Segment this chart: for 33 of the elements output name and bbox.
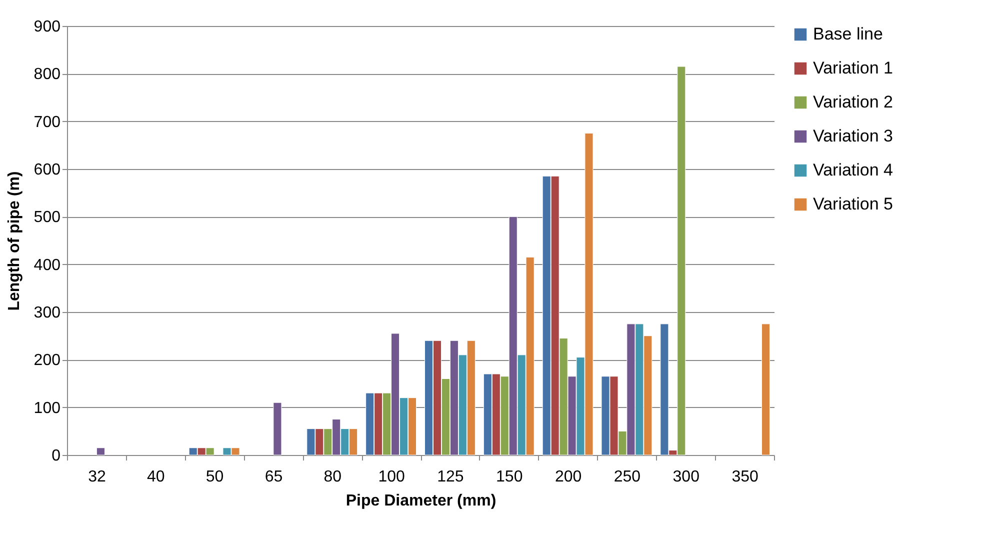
y-tick-label: 0 bbox=[52, 448, 61, 464]
y-tick-label: 700 bbox=[34, 114, 61, 131]
y-tick-label: 600 bbox=[34, 162, 61, 178]
y-tick-label: 300 bbox=[34, 304, 61, 322]
x-tick-label: 300 bbox=[672, 468, 700, 486]
legend-label: Base line bbox=[813, 24, 883, 44]
legend-label: Variation 2 bbox=[813, 92, 894, 112]
x-axis-title: Pipe Diameter (mm) bbox=[346, 492, 496, 510]
legend-label: Variation 5 bbox=[813, 194, 894, 214]
legend-label: Variation 1 bbox=[813, 58, 894, 78]
y-tick-label: 200 bbox=[34, 352, 61, 370]
y-tick-label: 400 bbox=[34, 256, 61, 274]
y-axis-title: Length of pipe (m) bbox=[6, 171, 23, 311]
x-tick-label: 40 bbox=[146, 468, 165, 486]
y-tick-label: 100 bbox=[34, 400, 61, 417]
legend-label: Variation 4 bbox=[813, 160, 894, 180]
bar bbox=[96, 448, 105, 456]
x-tick-label: 125 bbox=[437, 468, 464, 486]
y-tick-label: 800 bbox=[34, 66, 61, 84]
legend-label: Variation 3 bbox=[813, 126, 894, 146]
x-tick-label: 100 bbox=[378, 468, 405, 486]
bar bbox=[761, 324, 770, 456]
x-tick-label: 250 bbox=[614, 468, 641, 486]
y-tick-label: 500 bbox=[34, 209, 61, 226]
x-tick-label: 32 bbox=[88, 468, 106, 486]
x-tick-label: 200 bbox=[554, 468, 582, 486]
x-tick-label: 50 bbox=[206, 468, 224, 486]
y-tick-label: 900 bbox=[34, 18, 61, 36]
x-tick-label: 80 bbox=[324, 468, 342, 486]
x-tick-label: 65 bbox=[264, 468, 283, 486]
x-tick-label: 150 bbox=[496, 468, 523, 486]
bar bbox=[273, 402, 282, 456]
x-tick-label: 350 bbox=[732, 468, 758, 486]
